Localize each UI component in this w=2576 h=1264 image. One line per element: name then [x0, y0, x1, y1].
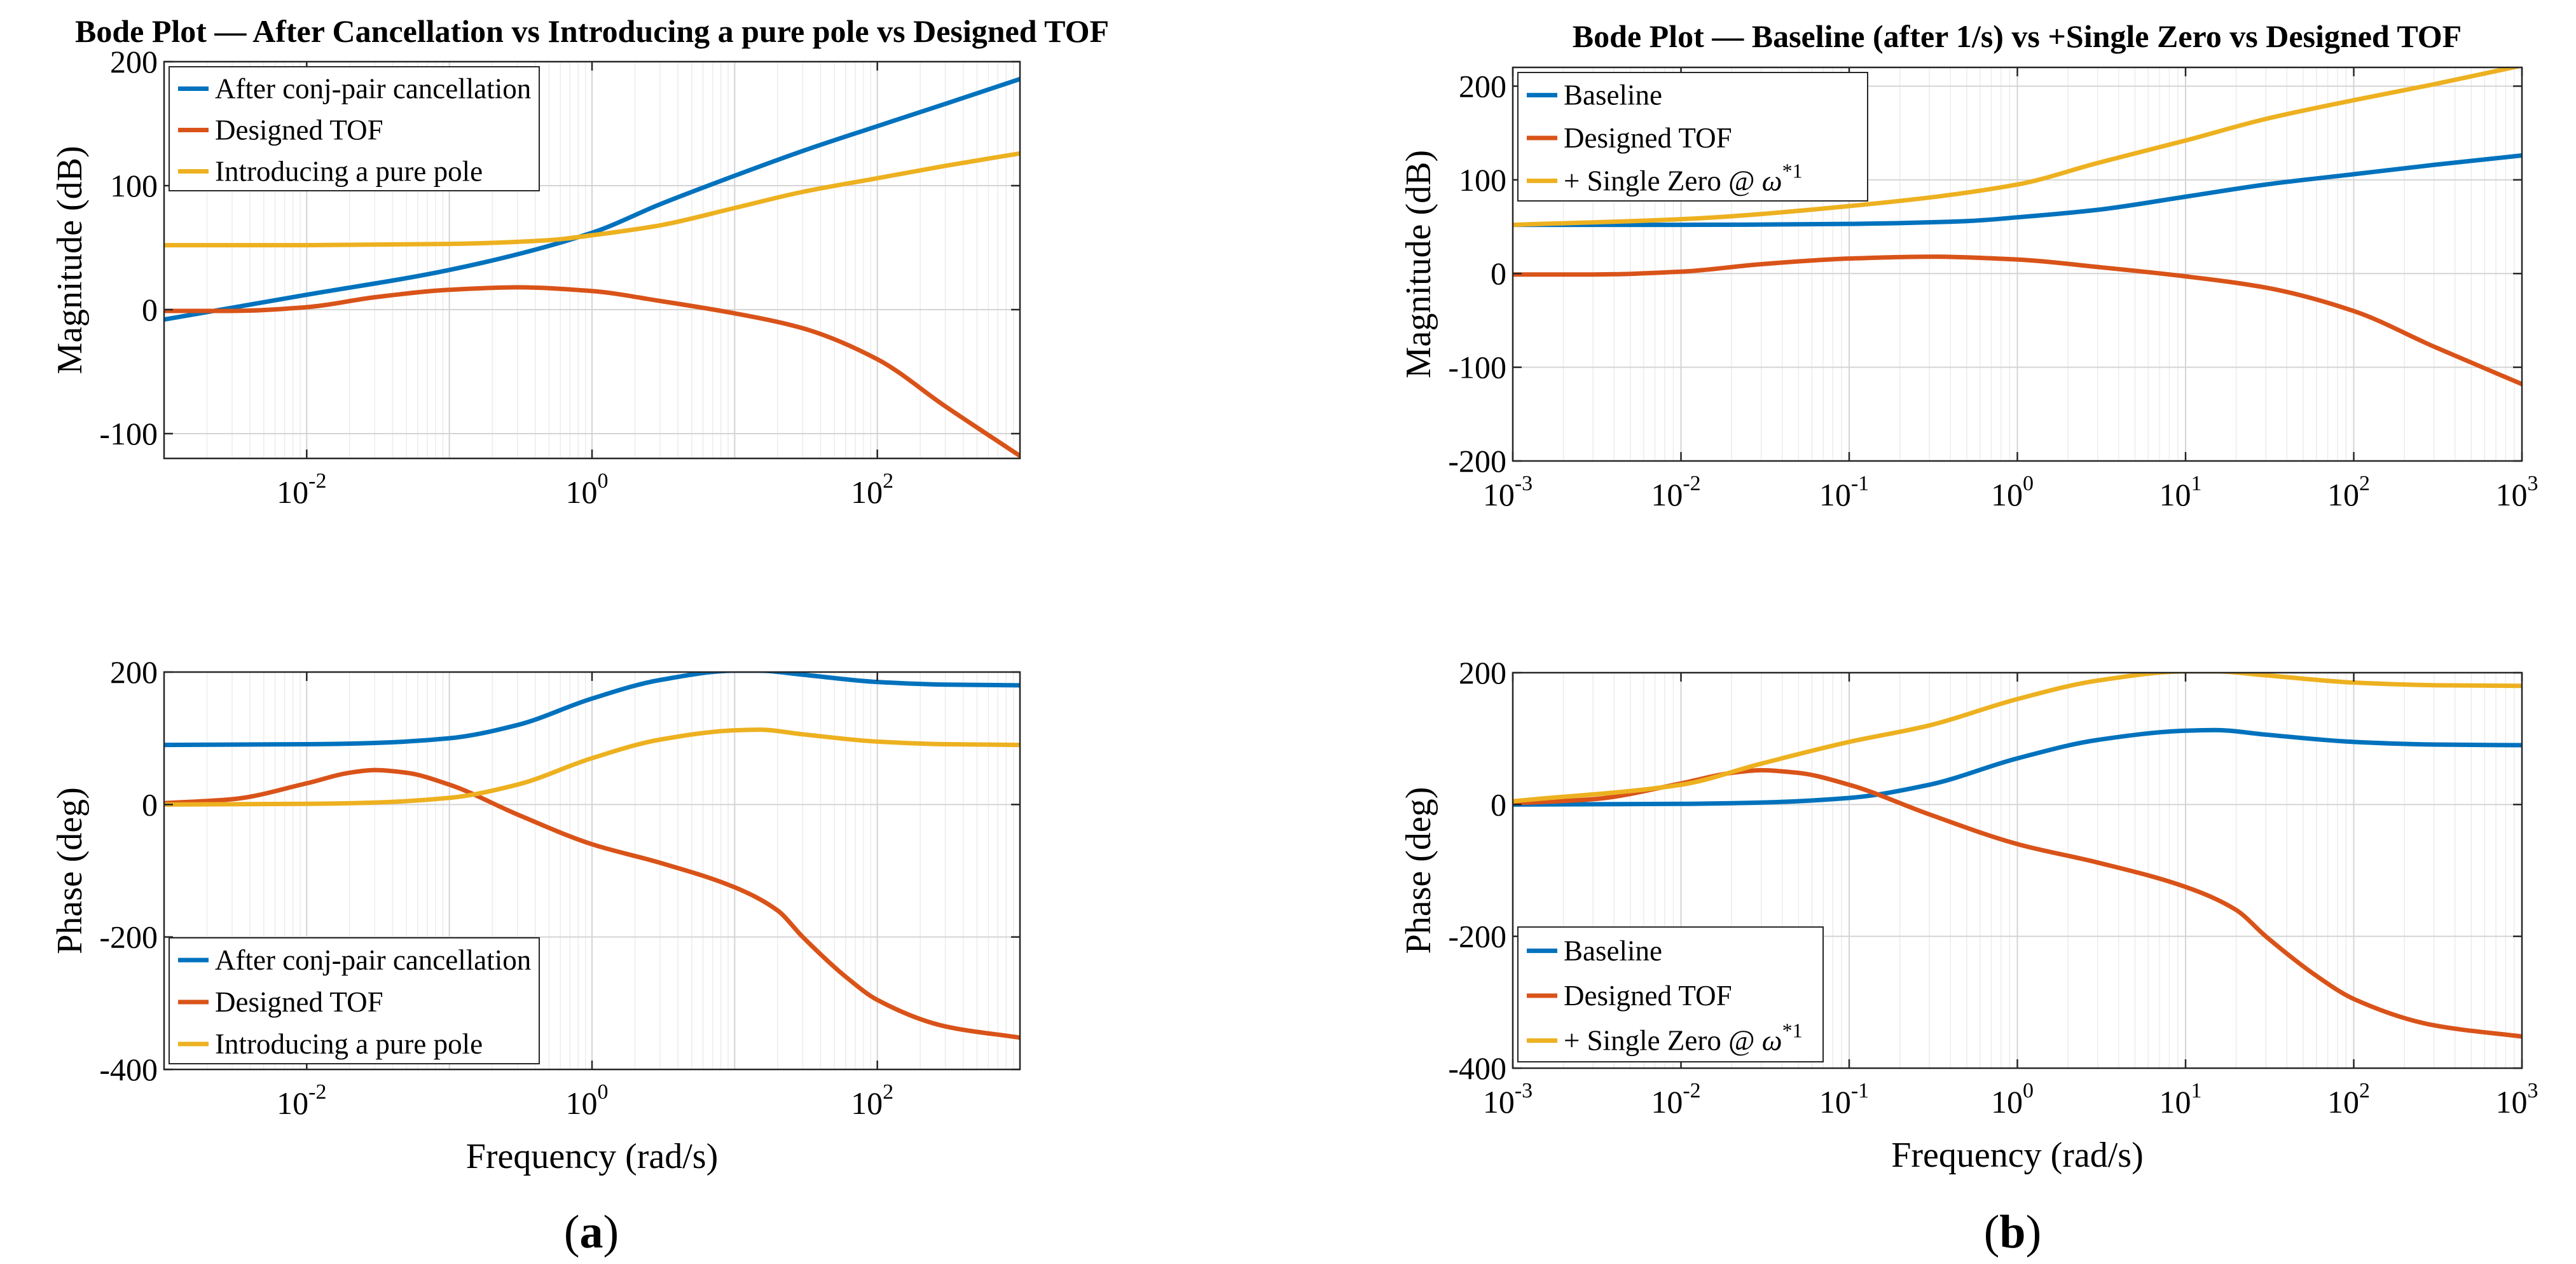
chart-title: Bode Plot — Baseline (after 1/s) vs +Sin…	[1573, 18, 2462, 54]
tick-marks	[164, 671, 1020, 1071]
axes-b-mag: -200 -100 0 100 200 10-3 10-2 10-1 100 101 102 103 M…	[1399, 18, 2538, 512]
series-line-3	[164, 151, 1020, 248]
legend: After conj-pair cancellation Designed TOF…	[169, 937, 540, 1064]
x-axis-label: Frequency (rad/s)	[1891, 1136, 2144, 1175]
legend-box	[1517, 72, 1868, 202]
ytick-label: -400	[99, 1052, 158, 1087]
xtick-label: 102	[851, 469, 893, 510]
axes-b-phase: -400 -200 0 200 10-3 10-2 10-1 100 101 102 103 Phas…	[1399, 655, 2538, 1175]
tick-marks	[164, 60, 1020, 458]
xtick-label: 100	[1991, 1079, 2034, 1120]
series-line-2	[164, 767, 1020, 1040]
xtick-label: 101	[2159, 1079, 2202, 1120]
legend-entry: + Single Zero @ ω*1	[1564, 1019, 1803, 1057]
ytick-label: -100	[1448, 350, 1506, 385]
xtick-label: 10-3	[1483, 1079, 1533, 1120]
ytick-label: 100	[110, 168, 158, 203]
ytick-label: 0	[142, 292, 158, 327]
series-lines	[164, 76, 1020, 458]
ytick-label: -400	[1448, 1050, 1506, 1086]
legend-entry: Designed TOF	[215, 986, 383, 1018]
series-line-3	[1513, 67, 2522, 228]
series-line-3	[164, 727, 1020, 807]
ytick-label: 100	[1459, 162, 1506, 198]
legend: After conj-pair cancellation Designed TOF…	[169, 66, 540, 191]
axes-a-phase: -400 -200 0 200 10-2 100 102 Phase (deg) Frequen…	[50, 654, 1021, 1176]
chart-title: Bode Plot — After Cancellation vs Introd…	[75, 13, 1109, 49]
xtick-label: 10-1	[1819, 472, 1869, 512]
legend-entry: After conj-pair cancellation	[215, 73, 531, 105]
legend-box	[169, 66, 540, 191]
xtick-label: 100	[1991, 472, 2034, 512]
xtick-label: 102	[851, 1080, 893, 1121]
ytick-label: 0	[1491, 787, 1506, 822]
legend-box	[1517, 926, 1824, 1062]
y-axis-label: Magnitude (dB)	[1399, 150, 1438, 378]
series-line-3	[1513, 673, 2522, 804]
legend-box	[169, 937, 540, 1064]
legend-entry: Introducing a pure pole	[215, 1028, 483, 1060]
y-axis-label: Phase (deg)	[50, 787, 90, 954]
panel-label-a: (a)	[564, 1206, 619, 1258]
legend: Baseline Designed TOF + Single Zero @ ω*1	[1517, 72, 1868, 202]
xtick-label: 102	[2327, 472, 2370, 512]
xtick-label: 103	[2496, 472, 2538, 512]
ytick-label: 0	[142, 787, 158, 822]
y-axis-label: Magnitude (dB)	[50, 146, 90, 374]
y-axis-label: Phase (deg)	[1399, 787, 1438, 954]
xtick-label: 103	[2496, 1079, 2538, 1120]
legend-entry: Introducing a pure pole	[215, 156, 483, 188]
legend: Baseline Designed TOF + Single Zero @ ω*1	[1517, 926, 1824, 1062]
xtick-label: 100	[566, 469, 609, 510]
ytick-label: 200	[1459, 68, 1506, 104]
xtick-label: 10-2	[1651, 472, 1700, 512]
series-lines	[164, 672, 1020, 1040]
ytick-label: 0	[1491, 256, 1506, 291]
legend-entry: Baseline	[1564, 79, 1662, 111]
ytick-label: -200	[99, 919, 158, 955]
xtick-label: 10-1	[1819, 1079, 1869, 1120]
series-line-1	[1513, 153, 2522, 228]
series-line-1	[164, 672, 1020, 748]
axes-a-mag: -100 0 100 200 10-2 100 102 Magnitude (dB) Bode …	[50, 13, 1109, 510]
ytick-label: 200	[110, 44, 158, 79]
xtick-label: 102	[2327, 1079, 2370, 1120]
xtick-label: 10-2	[1651, 1079, 1700, 1120]
ytick-label: 200	[110, 654, 158, 690]
ytick-label: 200	[1459, 655, 1506, 690]
series-line-2	[1513, 254, 2522, 387]
xtick-label: 100	[566, 1080, 609, 1121]
legend-entry: After conj-pair cancellation	[215, 944, 531, 976]
xtick-label: 10-3	[1483, 472, 1533, 512]
ytick-label: -200	[1448, 443, 1506, 479]
legend-entry: Baseline	[1564, 935, 1662, 966]
series-line-2	[164, 285, 1020, 458]
legend-entry: + Single Zero @ ω*1	[1564, 159, 1803, 196]
series-lines	[1513, 673, 2522, 1039]
xtick-label: 101	[2159, 472, 2202, 512]
legend-entry: Designed TOF	[1564, 980, 1732, 1012]
series-lines	[1513, 67, 2522, 387]
tick-marks	[1512, 67, 2523, 462]
series-line-1	[1513, 727, 2522, 807]
ytick-label: -200	[1448, 919, 1506, 954]
xtick-label: 10-2	[277, 1080, 326, 1121]
series-line-1	[164, 76, 1020, 322]
legend-entry: Designed TOF	[1564, 122, 1732, 154]
xtick-label: 10-2	[277, 469, 326, 510]
x-axis-label: Frequency (rad/s)	[466, 1137, 719, 1176]
legend-entry: Designed TOF	[215, 114, 383, 146]
panel-label-b: (b)	[1984, 1206, 2041, 1258]
ytick-label: -100	[99, 416, 158, 451]
